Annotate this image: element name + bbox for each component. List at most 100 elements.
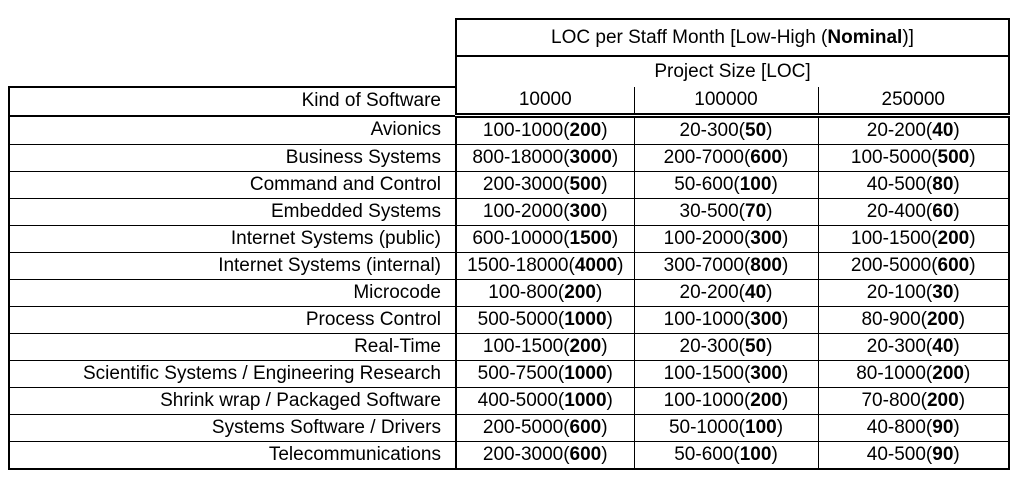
size-column-header-250000: 250000 xyxy=(817,87,1010,118)
title-nominal-bold: Nominal xyxy=(827,26,903,48)
table-row: Real-Time 100-1500(200) 20-300(50) 20-300(4… xyxy=(8,333,1010,361)
table-row: Avionics 100-1000(200) 20-300(50) 20-200(40… xyxy=(8,115,1010,145)
nominal-value: 200 xyxy=(932,363,964,384)
nominal-value: 300 xyxy=(750,309,782,330)
row-label: Internet Systems (internal) xyxy=(8,252,456,280)
nominal-value: 200 xyxy=(569,120,602,141)
nominal-value: 200 xyxy=(750,390,782,411)
nominal-value: 4000 xyxy=(574,255,618,276)
loc-range-cell: 800-18000(3000) xyxy=(455,144,634,172)
nominal-value: 80 xyxy=(932,174,954,195)
loc-range-cell: 500-7500(1000) xyxy=(455,360,634,388)
loc-range-cell: 100-800(200) xyxy=(455,279,634,307)
loc-range-cell: 600-10000(1500) xyxy=(455,225,634,253)
size-column-header-10000: 10000 xyxy=(455,87,634,118)
nominal-value: 600 xyxy=(750,147,782,168)
loc-range-cell: 40-500(90) xyxy=(817,441,1010,470)
table-header: LOC per Staff Month [Low-High (Nominal)]… xyxy=(8,18,1010,118)
nominal-value: 1000 xyxy=(564,363,607,384)
nominal-value: 40 xyxy=(932,336,954,357)
nominal-value: 3000 xyxy=(569,147,612,168)
row-label: Embedded Systems xyxy=(8,198,456,226)
nominal-value: 200 xyxy=(564,282,596,303)
nominal-value: 60 xyxy=(932,201,954,222)
nominal-value: 70 xyxy=(745,201,767,222)
loc-range-cell: 100-1500(200) xyxy=(455,333,634,361)
loc-range-cell: 40-800(90) xyxy=(817,414,1010,442)
row-label: Systems Software / Drivers xyxy=(8,414,456,442)
loc-range-cell: 200-7000(600) xyxy=(633,144,818,172)
loc-range-cell: 20-100(30) xyxy=(817,279,1010,307)
nominal-value: 90 xyxy=(932,417,954,438)
table-row: Process Control 500-5000(1000) 100-1000(30… xyxy=(8,306,1010,334)
nominal-value: 100 xyxy=(745,417,777,438)
row-label: Internet Systems (public) xyxy=(8,225,456,253)
row-label: Business Systems xyxy=(8,144,456,172)
loc-range-cell: 50-1000(100) xyxy=(633,414,818,442)
loc-range-cell: 20-200(40) xyxy=(817,115,1010,145)
loc-range-cell: 200-5000(600) xyxy=(817,252,1010,280)
table-row: Business Systems 800-18000(3000) 200-7000(… xyxy=(8,144,1010,172)
nominal-value: 300 xyxy=(750,228,782,249)
loc-range-cell: 1500-18000(4000) xyxy=(455,252,634,280)
table-row: Internet Systems (internal) 1500-18000(40… xyxy=(8,252,1010,280)
nominal-value: 30 xyxy=(932,282,954,303)
nominal-value: 200 xyxy=(926,309,959,330)
loc-range-cell: 100-1000(300) xyxy=(633,306,818,334)
table-row: Telecommunications 200-3000(600) 50-600(10… xyxy=(8,441,1010,470)
nominal-value: 40 xyxy=(745,282,767,303)
nominal-value: 600 xyxy=(937,255,970,276)
nominal-value: 1000 xyxy=(564,309,607,330)
loc-range-cell: 50-600(100) xyxy=(633,441,818,470)
nominal-value: 600 xyxy=(569,444,602,465)
nominal-value: 40 xyxy=(932,120,954,141)
loc-range-cell: 100-1000(200) xyxy=(633,387,818,415)
title-text-prefix: LOC per Staff Month [Low-High ( xyxy=(551,26,828,48)
kind-of-software-header: Kind of Software xyxy=(8,86,456,117)
nominal-value: 300 xyxy=(569,201,602,222)
nominal-value: 1500 xyxy=(569,228,612,249)
title-text-suffix: )] xyxy=(902,26,914,48)
loc-range-cell: 20-300(50) xyxy=(633,333,818,361)
nominal-value: 500 xyxy=(569,174,602,195)
row-label: Command and Control xyxy=(8,171,456,199)
nominal-value: 200 xyxy=(569,336,602,357)
row-label: Avionics xyxy=(8,115,456,145)
table-row: Shrink wrap / Packaged Software 400-5000(… xyxy=(8,387,1010,415)
nominal-value: 1000 xyxy=(564,390,607,411)
loc-range-cell: 200-3000(500) xyxy=(455,171,634,199)
empty-corner xyxy=(9,56,456,87)
row-label: Scientific Systems / Engineering Researc… xyxy=(8,360,456,388)
project-size-header: Project Size [LOC] xyxy=(455,56,1010,87)
loc-range-cell: 70-800(200) xyxy=(817,387,1010,415)
nominal-value: 200 xyxy=(937,228,970,249)
table-body: Avionics 100-1000(200) 20-300(50) 20-200(40… xyxy=(8,115,1010,470)
loc-range-cell: 100-1500(200) xyxy=(817,225,1010,253)
row-label: Microcode xyxy=(8,279,456,307)
nominal-value: 90 xyxy=(932,444,954,465)
loc-range-cell: 30-500(70) xyxy=(633,198,818,226)
loc-range-cell: 50-600(100) xyxy=(633,171,818,199)
table-row: Scientific Systems / Engineering Researc… xyxy=(8,360,1010,388)
table-row: Microcode 100-800(200) 20-200(40) 20-100(30… xyxy=(8,279,1010,307)
table-row: Embedded Systems 100-2000(300) 30-500(70) 2… xyxy=(8,198,1010,226)
nominal-value: 300 xyxy=(750,363,782,384)
loc-range-cell: 300-7000(800) xyxy=(633,252,818,280)
loc-range-cell: 400-5000(1000) xyxy=(455,387,634,415)
nominal-value: 800 xyxy=(750,255,782,276)
nominal-value: 200 xyxy=(926,390,959,411)
loc-range-cell: 200-3000(600) xyxy=(455,441,634,470)
row-label: Real-Time xyxy=(8,333,456,361)
loc-range-cell: 100-1500(300) xyxy=(633,360,818,388)
size-column-header-100000: 100000 xyxy=(633,87,818,118)
loc-range-cell: 100-2000(300) xyxy=(455,198,634,226)
nominal-value: 50 xyxy=(745,120,767,141)
loc-per-staff-month-table: LOC per Staff Month [Low-High (Nominal)]… xyxy=(8,18,1010,470)
nominal-value: 50 xyxy=(745,336,767,357)
table-title: LOC per Staff Month [Low-High (Nominal)] xyxy=(455,18,1010,57)
nominal-value: 100 xyxy=(739,444,772,465)
loc-range-cell: 80-1000(200) xyxy=(817,360,1010,388)
loc-range-cell: 20-200(40) xyxy=(633,279,818,307)
nominal-value: 100 xyxy=(739,174,772,195)
